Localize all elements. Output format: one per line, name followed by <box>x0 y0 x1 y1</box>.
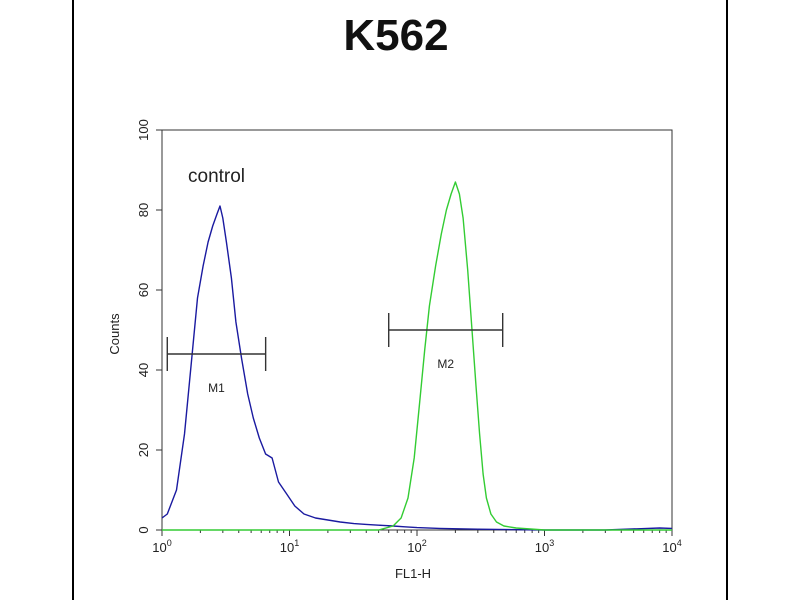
x-tick-label: 103 <box>535 538 554 555</box>
x-tick-exponent: 1 <box>294 538 299 548</box>
x-tick-base: 10 <box>535 540 549 555</box>
y-tick-label: 20 <box>136 443 151 457</box>
y-tick-label: 60 <box>136 283 151 297</box>
x-tick-label: 104 <box>662 538 681 555</box>
x-tick-label: 100 <box>152 538 171 555</box>
x-tick-exponent: 4 <box>677 538 682 548</box>
x-tick-base: 10 <box>280 540 294 555</box>
gate-m1-label: M1 <box>208 381 225 395</box>
chart-title: K562 <box>343 11 448 60</box>
y-tick-label: 40 <box>136 363 151 377</box>
x-tick-base: 10 <box>662 540 676 555</box>
x-tick-label: 102 <box>407 538 426 555</box>
x-tick-label: 101 <box>280 538 299 555</box>
gate-m2-label: M2 <box>437 357 454 371</box>
series-group <box>161 181 673 531</box>
right-frame-border <box>726 0 728 600</box>
control-annotation: control <box>188 166 245 187</box>
control-histogram-line <box>161 205 673 531</box>
x-tick-base: 10 <box>407 540 421 555</box>
x-tick-base: 10 <box>152 540 166 555</box>
y-tick-label: 80 <box>136 203 151 217</box>
x-tick-exponent: 2 <box>422 538 427 548</box>
gates-group: M1 M2 <box>166 313 504 395</box>
x-tick-exponent: 0 <box>167 538 172 548</box>
sample-histogram-line <box>162 181 672 531</box>
left-frame-border <box>72 0 74 600</box>
x-tick-exponent: 3 <box>549 538 554 548</box>
x-axis-label: FL1-H <box>395 566 431 581</box>
y-tick-label: 0 <box>136 526 151 533</box>
y-tick-label: 100 <box>136 119 151 141</box>
y-axis-label: Counts <box>107 313 122 355</box>
